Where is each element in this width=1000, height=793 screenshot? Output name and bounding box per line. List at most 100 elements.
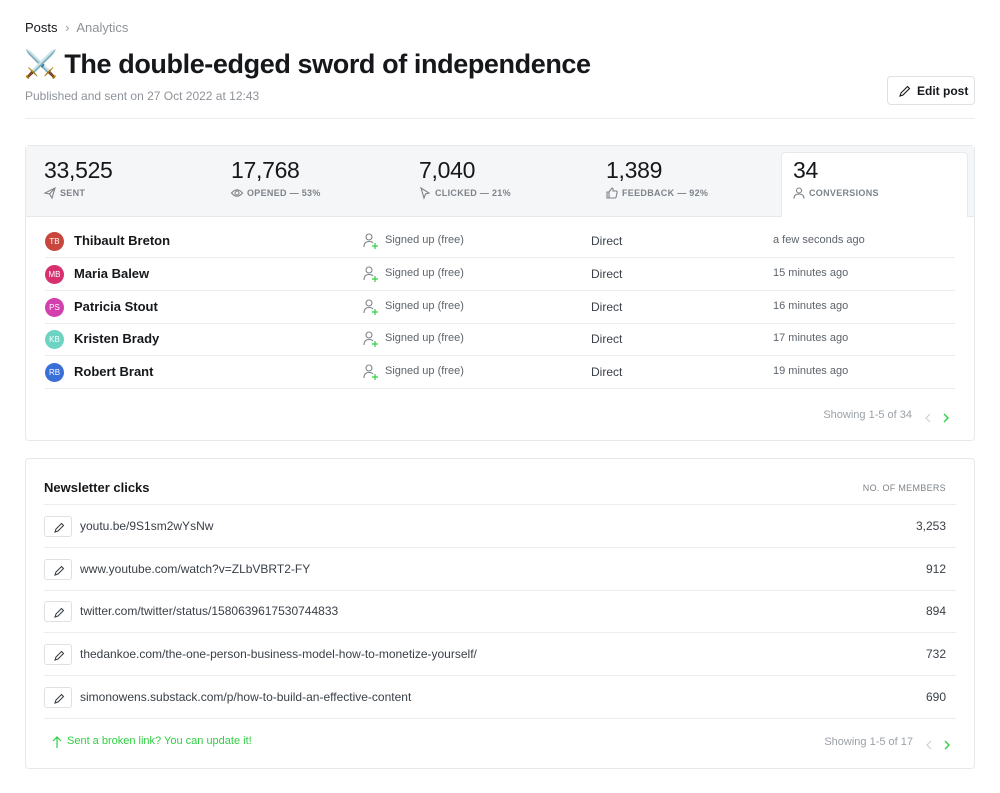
link-url[interactable]: www.youtube.com/watch?v=ZLbVBRT2-FY: [80, 562, 311, 576]
icon-part: [54, 607, 65, 618]
signup-icon: [363, 331, 379, 347]
avatar: RB: [45, 363, 64, 382]
icon-part: [944, 740, 950, 750]
icon-part: [372, 341, 378, 347]
member-action: Signed up (free): [385, 332, 464, 344]
next-page[interactable]: [943, 737, 951, 750]
post-title: ⚔️ The double-edged sword of independenc…: [24, 49, 591, 79]
icon-part: [54, 693, 65, 704]
edit-link-button[interactable]: [44, 559, 72, 580]
row-divider: [45, 323, 955, 324]
member-time: a few seconds ago: [773, 234, 865, 246]
member-time: 19 minutes ago: [773, 365, 849, 377]
icon-part: [365, 331, 373, 339]
member-name[interactable]: Kristen Brady: [74, 331, 160, 346]
icon-part: [54, 650, 65, 661]
member-source: Direct: [591, 267, 623, 281]
pencil-icon: [899, 85, 911, 97]
icon-part: [363, 273, 374, 281]
icon-part: [363, 338, 374, 346]
prev-page[interactable]: [924, 410, 932, 423]
member-action: Signed up (free): [385, 267, 464, 279]
stat-value: 7,040: [419, 157, 476, 183]
edit-link-button[interactable]: [44, 687, 72, 708]
icon-part: [372, 276, 378, 282]
stat-icon: [606, 186, 618, 199]
clicks-title: Newsletter clicks: [44, 480, 150, 495]
icon-part: [52, 736, 62, 748]
icon-part: [943, 413, 949, 423]
icon-part: [363, 364, 378, 380]
icon-part: [943, 413, 949, 423]
icon-part: [52, 736, 62, 748]
edit-post-button[interactable]: Edit post: [887, 76, 975, 105]
link-url[interactable]: twitter.com/twitter/status/1580639617530…: [80, 604, 339, 618]
link-members: 894: [925, 604, 946, 618]
icon-path: [899, 85, 911, 97]
icon-part: [54, 522, 65, 533]
row-divider: [45, 355, 955, 356]
icon-part: [372, 309, 378, 315]
icon-part: [363, 371, 374, 379]
member-name[interactable]: Robert Brant: [74, 364, 154, 379]
row-divider: [44, 718, 956, 719]
edit-link-button[interactable]: [44, 601, 72, 622]
icon-part: [54, 607, 65, 618]
avatar: PS: [45, 298, 64, 317]
stat-value: 1,389: [606, 157, 663, 183]
icon-part: [230, 189, 244, 197]
icon-part: [43, 186, 56, 200]
icon-part: [363, 233, 378, 249]
broken-link-prompt[interactable]: Sent a broken link? You can update it!: [67, 735, 252, 747]
link-members: 912: [925, 562, 946, 576]
row-divider: [44, 547, 956, 548]
stat-label: CLICKED — 21%: [435, 188, 511, 198]
edit-link-button[interactable]: [44, 644, 72, 665]
icon-part: [230, 189, 244, 197]
stat-value: 17,768: [231, 157, 300, 183]
icon-part: [606, 187, 618, 199]
icon-part: [365, 364, 373, 372]
icon-part: [925, 413, 931, 423]
icon-part: [944, 740, 950, 750]
icon-part: [795, 187, 803, 194]
divider: [25, 118, 975, 119]
breadcrumb: Posts › Analytics: [25, 20, 128, 35]
link-url[interactable]: thedankoe.com/the-one-person-business-mo…: [80, 647, 477, 661]
icon-part: [54, 650, 65, 661]
member-source: Direct: [591, 332, 623, 346]
member-name[interactable]: Thibault Breton: [74, 233, 171, 248]
link-url[interactable]: youtu.be/9S1sm2wYsNw: [80, 519, 214, 533]
member-time: 16 minutes ago: [773, 300, 849, 312]
member-time: 15 minutes ago: [773, 267, 849, 279]
icon-part: [234, 190, 240, 196]
icon-part: [365, 299, 373, 307]
link-url[interactable]: simonowens.substack.com/p/how-to-build-a…: [80, 690, 412, 704]
member-name[interactable]: Maria Balew: [74, 266, 150, 281]
row-divider: [44, 675, 956, 676]
prev-page[interactable]: [925, 737, 933, 750]
stat-icon: [43, 186, 56, 200]
stat-value: 33,525: [44, 157, 113, 183]
next-page[interactable]: [942, 410, 950, 423]
icon-part: [926, 740, 932, 750]
clicks-pagination: Showing 1-5 of 17: [824, 736, 913, 748]
edit-link-button[interactable]: [44, 516, 72, 537]
stat-icon: [793, 186, 805, 199]
icon-part: [363, 266, 378, 282]
member-source: Direct: [591, 234, 623, 248]
member-name[interactable]: Patricia Stout: [74, 299, 158, 314]
link-members: 732: [925, 647, 946, 661]
icon-part: [365, 266, 373, 274]
active-tab[interactable]: [781, 152, 968, 217]
clicks-column-header: NO. OF MEMBERS: [862, 483, 946, 493]
link-members: 690: [925, 690, 946, 704]
stat-icon: [230, 186, 244, 198]
icon-part: [420, 186, 431, 200]
members-pagination: Showing 1-5 of 34: [823, 409, 912, 421]
row-divider: [45, 257, 955, 258]
signup-icon: [363, 266, 379, 282]
breadcrumb-link[interactable]: Posts: [25, 20, 58, 35]
row-divider: [44, 590, 956, 591]
